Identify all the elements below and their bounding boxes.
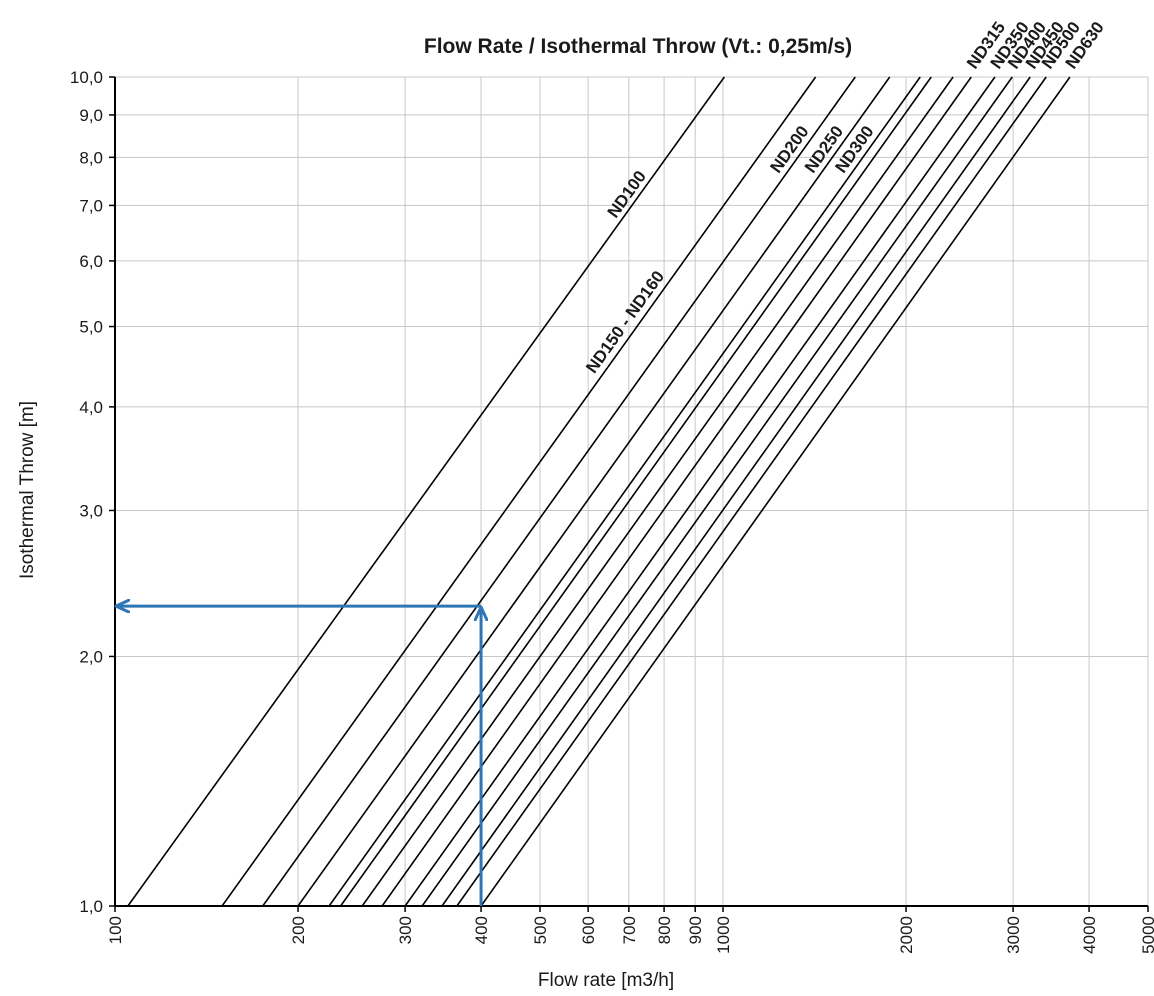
x-tick-label: 700 <box>620 916 639 944</box>
y-tick-label: 9,0 <box>79 106 103 125</box>
series-line <box>127 76 725 907</box>
x-tick-label: 800 <box>655 916 674 944</box>
x-tick-label: 300 <box>396 916 415 944</box>
x-tick-label: 1000 <box>714 916 733 954</box>
x-tick-label: 100 <box>106 916 125 944</box>
series-line <box>262 76 856 907</box>
y-tick-label: 10,0 <box>70 68 103 87</box>
y-tick-label: 1,0 <box>79 897 103 916</box>
series-line <box>456 76 1047 907</box>
series-line <box>328 76 921 907</box>
x-tick-label: 2000 <box>897 916 916 954</box>
series-line <box>221 76 817 907</box>
series-line <box>381 76 972 907</box>
series-line <box>361 76 954 907</box>
y-tick-label: 8,0 <box>79 148 103 167</box>
x-tick-label: 900 <box>686 916 705 944</box>
x-axis-title: Flow rate [m3/h] <box>538 970 674 991</box>
x-tick-label: 600 <box>579 916 598 944</box>
y-tick-label: 2,0 <box>79 647 103 666</box>
x-tick-label: 4000 <box>1080 916 1099 954</box>
y-tick-label: 3,0 <box>79 501 103 520</box>
x-tick-label: 3000 <box>1004 916 1023 954</box>
x-tick-label: 5000 <box>1139 916 1154 954</box>
x-tick-label: 500 <box>531 916 550 944</box>
series-line <box>441 76 1031 907</box>
x-tick-label: 200 <box>289 916 308 944</box>
y-tick-label: 7,0 <box>79 196 103 215</box>
y-tick-label: 6,0 <box>79 252 103 271</box>
x-tick-label: 400 <box>472 916 491 944</box>
y-axis-title: Isothermal Throw [m] <box>17 401 38 579</box>
series-line <box>480 76 1071 907</box>
series-line <box>404 76 996 907</box>
series-line <box>339 76 932 907</box>
series-line <box>297 76 891 907</box>
chart-title: Flow Rate / Isothermal Throw (Vt.: 0,25m… <box>424 35 852 58</box>
y-tick-label: 4,0 <box>79 398 103 417</box>
y-tick-label: 5,0 <box>79 318 103 337</box>
series-line <box>421 76 1013 907</box>
series-label: ND150 - ND160 <box>582 267 668 376</box>
